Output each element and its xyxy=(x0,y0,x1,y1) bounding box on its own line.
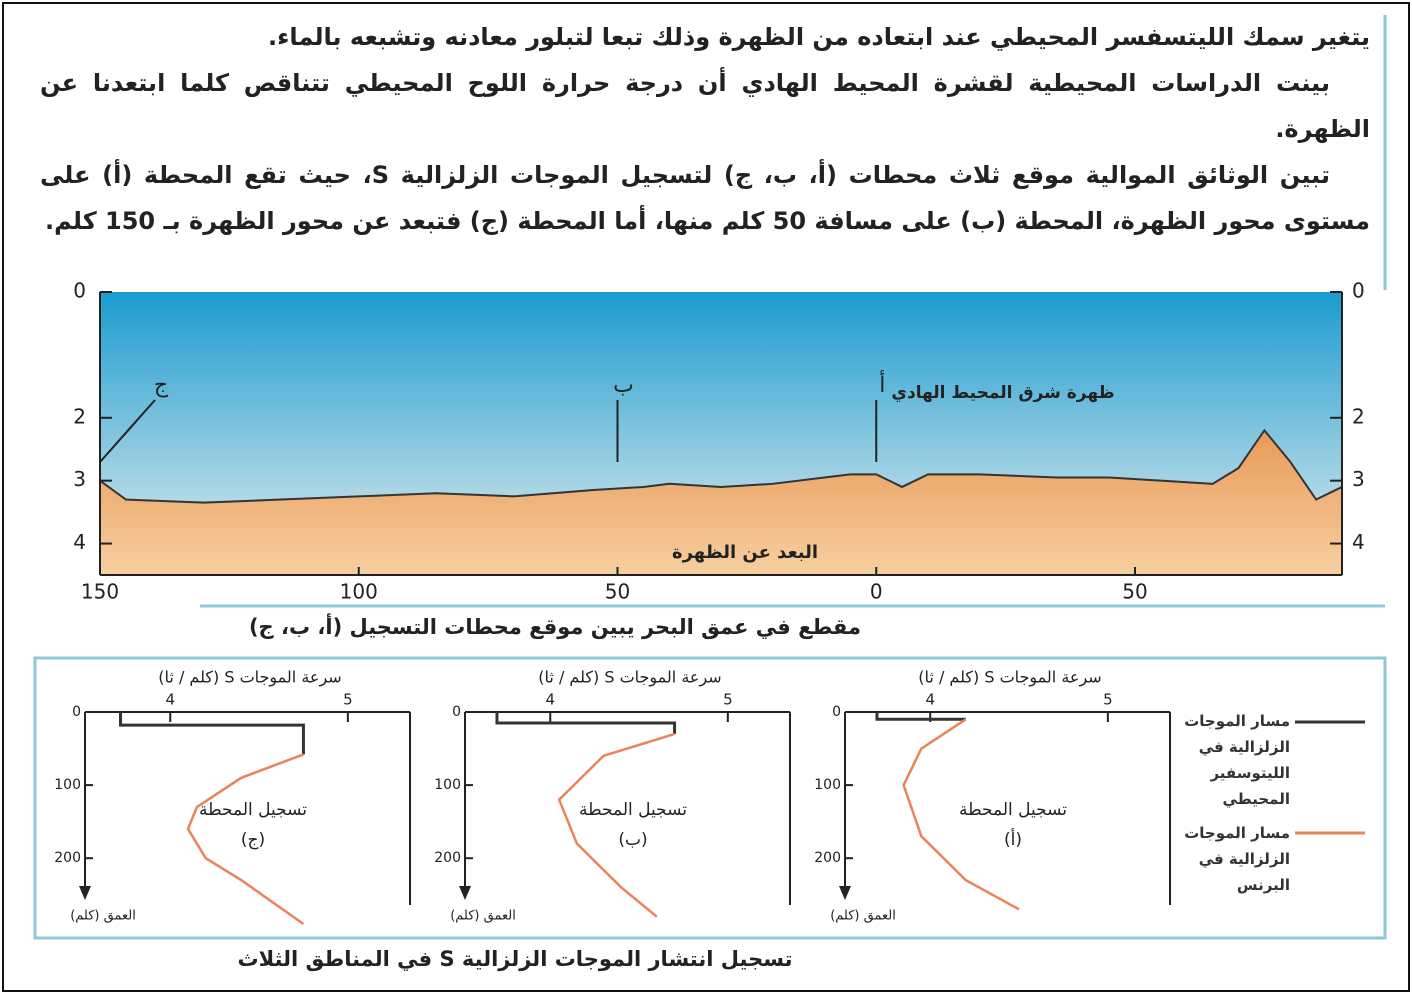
x-tick-label: 50 xyxy=(605,580,630,604)
panel-station: (أ) xyxy=(1004,828,1022,850)
station-marker xyxy=(99,399,156,463)
lithosphere-path xyxy=(875,712,966,721)
station-label: أ xyxy=(879,370,885,398)
y-tick-label: 2 xyxy=(73,404,86,428)
panel-label: تسجيل المحطة xyxy=(199,800,307,820)
y-tick-label: 100 xyxy=(434,777,461,793)
x-axis-label: سرعة الموجات S (كلم / ثا) xyxy=(158,668,341,688)
x-tick-label: 0 xyxy=(870,580,883,604)
axis-arrow xyxy=(839,886,851,900)
ridge-label: ظهرة شرق المحيط الهادي xyxy=(891,383,1114,403)
panels-frame xyxy=(33,656,1387,940)
x-tick-label: 5 xyxy=(723,691,733,709)
paragraph: بينت الدراسات المحيطية لقشرة المحيط الها… xyxy=(40,69,1370,143)
lithosphere-path xyxy=(495,712,677,734)
seafloor-profile xyxy=(99,428,1343,504)
y-tick-label: 0 xyxy=(452,704,461,720)
station-label: ب xyxy=(613,373,634,398)
y2-tick-label: 2 xyxy=(1352,404,1365,428)
y-tick-label: 0 xyxy=(72,704,81,720)
x-tick-label: 5 xyxy=(1103,691,1113,709)
x-tick-label: 100 xyxy=(340,580,378,604)
station-label: ج xyxy=(154,373,169,398)
legend-label: مسار الموجات الزلزالية في البرنس xyxy=(1184,824,1290,894)
panel-label: تسجيل المحطة xyxy=(579,800,687,820)
y-tick-label: 200 xyxy=(54,850,81,866)
figure-caption: تسجيل انتشار الموجات الزلزالية S في المن… xyxy=(238,947,793,971)
y2-tick-label: 0 xyxy=(1352,279,1365,303)
axis-arrow xyxy=(459,886,471,900)
lithosphere-path xyxy=(119,712,305,755)
x-tick-label: 5 xyxy=(343,691,353,709)
panel-label: تسجيل المحطة xyxy=(959,800,1067,820)
x-tick-label: 4 xyxy=(925,691,935,709)
y-axis-label: العمق (كلم) xyxy=(830,909,896,924)
x-axis-label: سرعة الموجات S (كلم / ثا) xyxy=(538,668,721,688)
paragraph: يتغير سمك الليتسفسر المحيطي عند ابتعاده … xyxy=(268,23,1370,51)
paragraph: تبين الوثائق الموالية موقع ثلاث محطات (أ… xyxy=(40,161,1370,235)
x-tick-label: 4 xyxy=(165,691,175,709)
y-tick-label: 100 xyxy=(814,777,841,793)
axis-arrow xyxy=(79,886,91,900)
x-tick-label: 4 xyxy=(545,691,555,709)
y-tick-label: 100 xyxy=(54,777,81,793)
y-axis-label: العمق (كلم) xyxy=(450,909,516,924)
y-tick-label: 0 xyxy=(73,279,86,303)
legend-label: مسار الموجات الزلزالية في الليتوسفير الم… xyxy=(1184,712,1290,808)
y-tick-label: 4 xyxy=(73,530,86,554)
section-caption: مقطع في عمق البحر يبين موقع محطات التسجي… xyxy=(249,612,861,640)
x-tick-label: 50 xyxy=(1122,580,1147,604)
y-tick-label: 200 xyxy=(434,850,461,866)
x-axis-label: البعد عن الظهرة xyxy=(672,542,818,563)
mantle-path xyxy=(186,753,305,926)
x-tick-label: 150 xyxy=(81,580,119,604)
panel-station: (ب) xyxy=(618,830,647,850)
panel-station: (ج) xyxy=(241,830,265,850)
y2-tick-label: 4 xyxy=(1352,530,1365,554)
y-tick-label: 200 xyxy=(814,850,841,866)
y2-tick-label: 3 xyxy=(1352,467,1365,491)
y-tick-label: 0 xyxy=(832,704,841,720)
y-axis-label: العمق (كلم) xyxy=(70,909,136,924)
y-tick-label: 3 xyxy=(73,467,86,491)
mantle-path xyxy=(557,732,675,918)
x-axis-label: سرعة الموجات S (كلم / ثا) xyxy=(918,668,1101,688)
seafloor-fill xyxy=(100,430,1342,575)
mantle-path xyxy=(902,718,1020,911)
